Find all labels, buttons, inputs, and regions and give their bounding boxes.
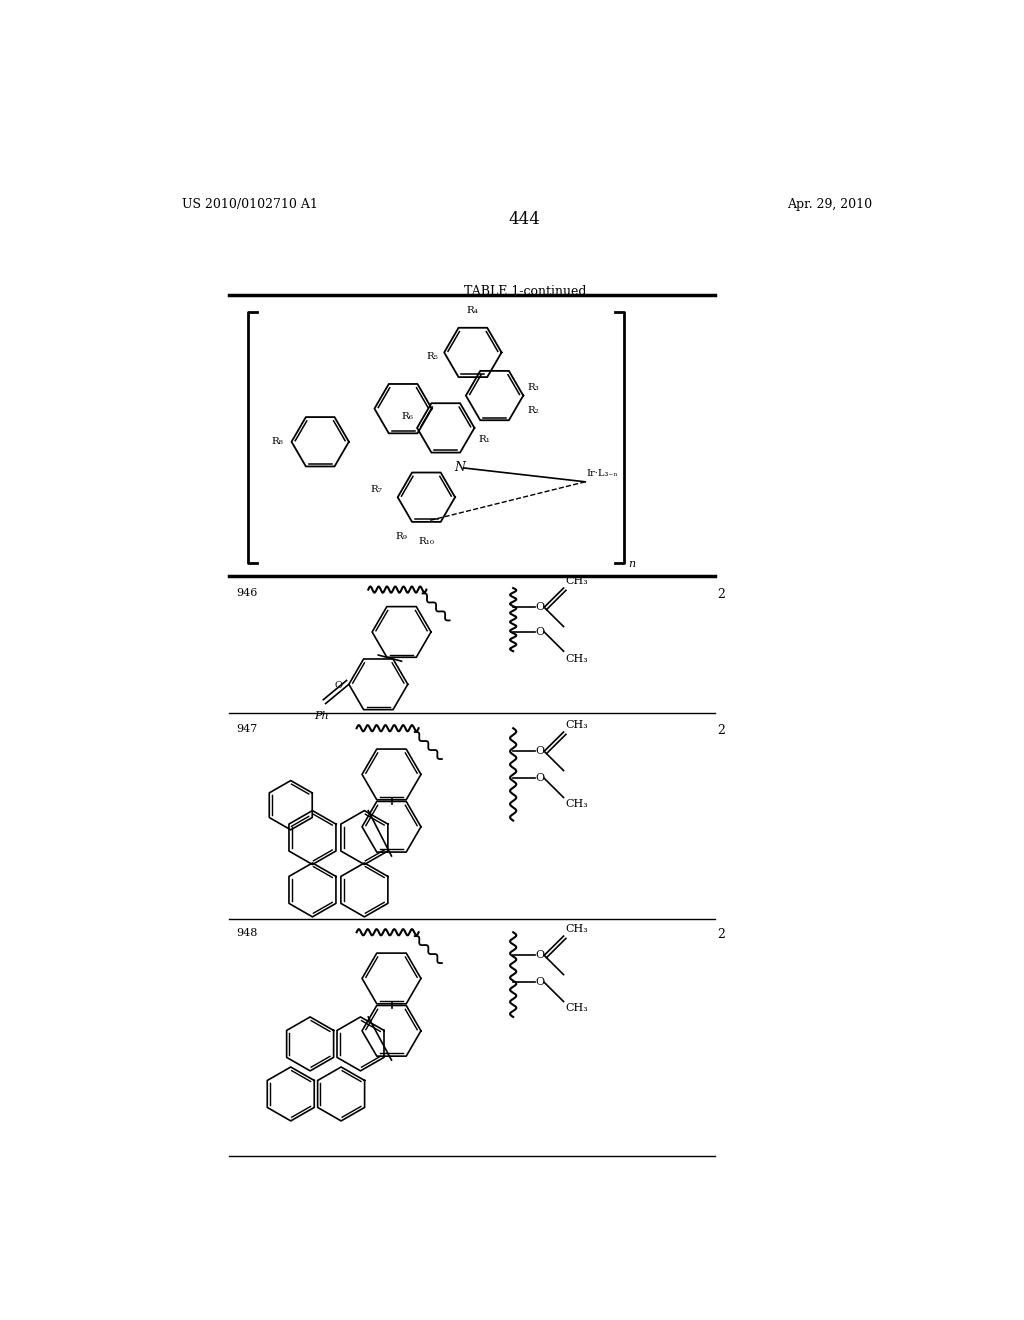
Text: 444: 444 — [509, 211, 541, 228]
Text: R₇: R₇ — [371, 484, 382, 494]
Text: CH₃: CH₃ — [566, 1003, 589, 1012]
Text: R₄: R₄ — [467, 306, 479, 314]
Text: O: O — [535, 602, 544, 612]
Text: O: O — [535, 627, 544, 638]
Text: CH₃: CH₃ — [566, 576, 589, 586]
Text: R₆: R₆ — [401, 412, 414, 421]
Text: US 2010/0102710 A1: US 2010/0102710 A1 — [182, 198, 318, 211]
Text: Ph: Ph — [314, 711, 329, 721]
Text: CH₃: CH₃ — [566, 799, 589, 809]
Text: O: O — [535, 950, 544, 961]
Text: 2: 2 — [717, 589, 725, 601]
Text: TABLE 1-continued: TABLE 1-continued — [464, 285, 586, 298]
Text: R₂: R₂ — [527, 407, 539, 416]
Text: N: N — [455, 462, 465, 474]
Text: CH₃: CH₃ — [566, 719, 589, 730]
Text: O: O — [335, 681, 343, 690]
Text: Apr. 29, 2010: Apr. 29, 2010 — [786, 198, 872, 211]
Text: 947: 947 — [237, 725, 258, 734]
Text: O: O — [535, 746, 544, 756]
Text: CH₃: CH₃ — [566, 924, 589, 933]
Text: R₅: R₅ — [426, 352, 438, 360]
Text: CH₃: CH₃ — [566, 653, 589, 664]
Text: R₁: R₁ — [478, 436, 490, 444]
Text: Ir·L₃₋ₙ: Ir·L₃₋ₙ — [587, 469, 618, 478]
Text: R₁₀: R₁₀ — [419, 537, 434, 546]
Text: R₈: R₈ — [272, 437, 284, 446]
Text: 2: 2 — [717, 725, 725, 738]
Text: R₃: R₃ — [527, 383, 539, 392]
Text: O: O — [535, 977, 544, 987]
Text: 946: 946 — [237, 589, 258, 598]
Text: 948: 948 — [237, 928, 258, 939]
Text: 2: 2 — [717, 928, 725, 941]
Text: R₉: R₉ — [395, 532, 407, 541]
Text: n: n — [628, 558, 635, 569]
Text: O: O — [535, 774, 544, 783]
